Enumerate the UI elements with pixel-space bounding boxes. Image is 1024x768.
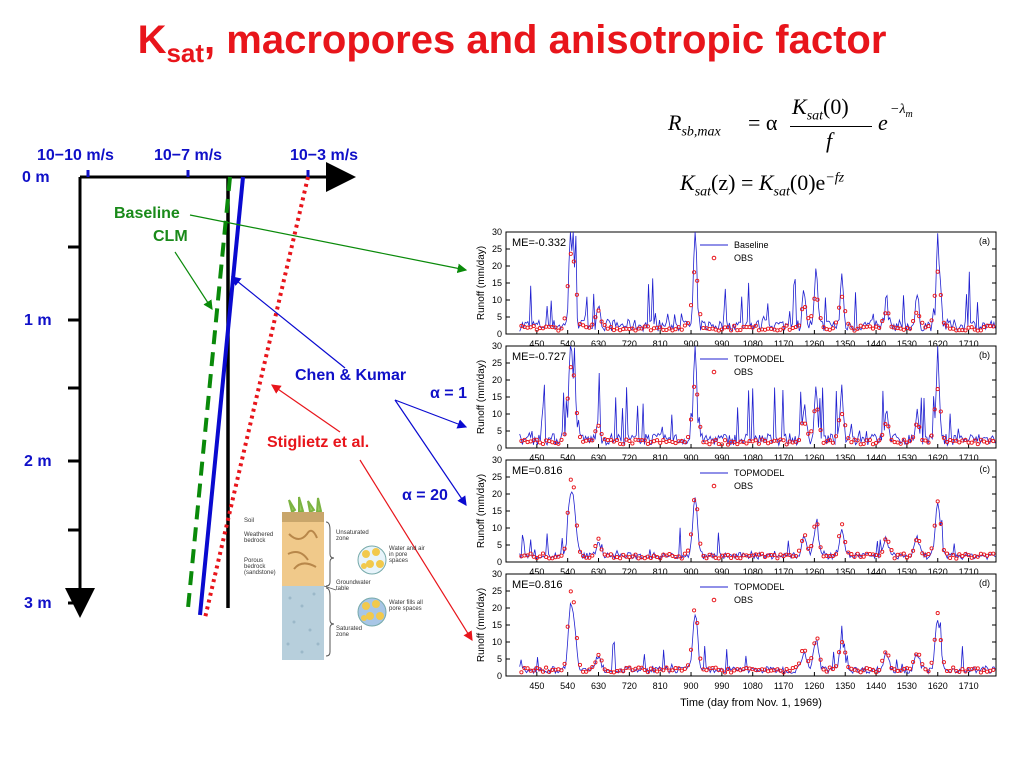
baseline-arrow [189,214,468,274]
tick-label-1e-3: 10−3 m/s [290,147,359,164]
stiglietz-dotted-line [203,176,310,619]
soil-diagram-graphic [282,496,387,660]
formula-ksat-z: Ksat(z) = Ksat(0)e−fz [680,170,845,200]
depth-label-2m: 2 m [24,453,52,470]
top-ticks [86,170,310,177]
depth-label-1m: 1 m [24,312,52,329]
stiglietz-arrow-up [271,384,341,433]
chen-kumar-line [198,176,245,616]
formula-rsb-max: Rsb,max = α Ksat(0) f e −λm [668,94,913,153]
depth-label-3m: 3 m [24,595,52,612]
chen-kumar-arrow [231,276,346,369]
alpha1-arrow [394,399,468,429]
soil-right-label-gw-table: Groundwater table [336,580,371,592]
soil-right-label-saturated: Saturated zone [336,626,363,638]
clm-arrow [174,251,213,311]
soil-right-label-water-air: Water and air in pore spaces [389,546,425,564]
depth-label-0m: 0 m [22,169,50,186]
tick-label-1e-7: 10−7 m/s [154,147,223,164]
chen-kumar-label: Chen & Kumar [295,367,407,384]
stiglietz-arrow-down [359,459,473,642]
baseline-label: Baseline [114,205,180,222]
soil-left-label-weathered: Weathered bedrock [244,532,274,544]
soil-left-label-porous: Porous bedrock (sandstone) [244,558,276,576]
soil-right-label-water-fills: Water fills all pore spaces [389,600,423,612]
alpha20-label: α = 20 [402,487,448,504]
baseline-dashed-line [186,176,232,609]
stiglietz-label: Stiglietz et al. [267,434,370,451]
soil-cross-section: Soil Weathered bedrock Porous bedrock (s… [244,494,425,664]
alpha20-arrow [394,399,467,506]
clm-label: CLM [153,228,188,245]
alpha1-label: α = 1 [430,385,467,402]
tick-label-1e-10: 10−10 m/s [37,147,114,164]
soil-right-label-unsat: Unsaturated zone [336,530,369,542]
soil-left-label-soil: Soil [244,518,255,524]
slide-title: Ksat, macropores and anisotropic factor [137,18,887,68]
depth-ticks [68,245,80,605]
